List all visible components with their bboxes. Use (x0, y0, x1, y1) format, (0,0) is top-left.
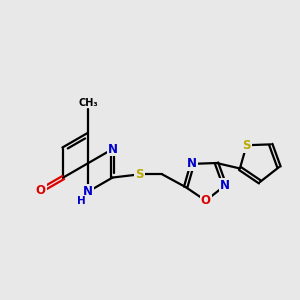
Text: S: S (135, 168, 144, 181)
Text: N: N (108, 142, 118, 156)
Text: N: N (220, 179, 230, 192)
Text: O: O (201, 194, 211, 207)
Text: O: O (36, 184, 46, 197)
Text: N: N (83, 185, 93, 198)
Text: H: H (76, 196, 85, 206)
Text: CH₃: CH₃ (78, 98, 98, 108)
Text: N: N (187, 158, 197, 170)
Text: S: S (242, 139, 251, 152)
